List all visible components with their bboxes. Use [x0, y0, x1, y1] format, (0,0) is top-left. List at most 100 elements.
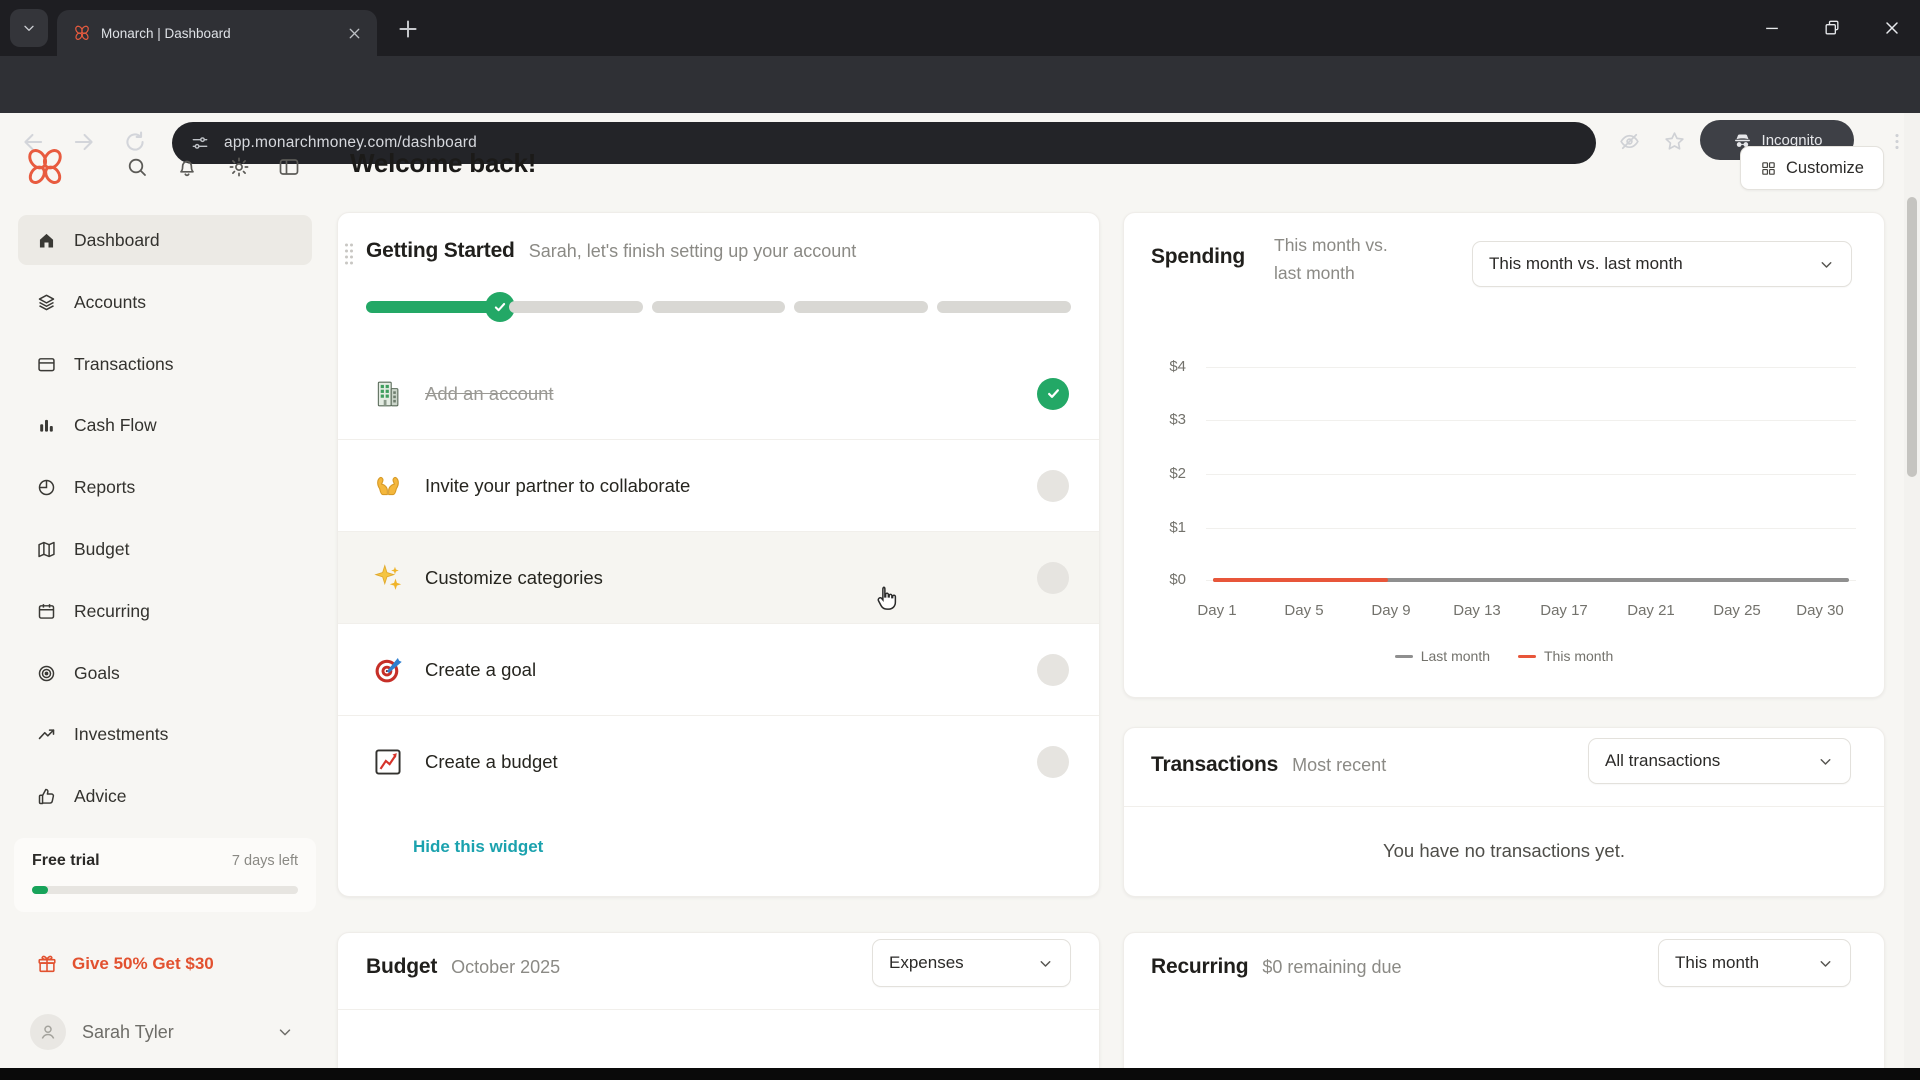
back-button[interactable] — [20, 129, 46, 155]
getting-started-title: Getting Started — [366, 239, 515, 262]
gift-icon — [36, 953, 58, 975]
sidebar-item-cash-flow[interactable]: Cash Flow — [18, 400, 312, 450]
y-axis-tick: $2 — [1169, 465, 1186, 482]
monarch-logo[interactable] — [23, 145, 67, 189]
gs-progress — [366, 292, 1071, 322]
new-tab-button[interactable] — [395, 16, 421, 42]
window-restore-button[interactable] — [1809, 10, 1855, 46]
recurring-period-dropdown[interactable]: This month — [1658, 939, 1851, 987]
customize-label: Customize — [1786, 158, 1864, 177]
chevron-down-icon — [1817, 955, 1834, 972]
transactions-filter-dropdown[interactable]: All transactions — [1588, 738, 1851, 784]
forward-button[interactable] — [71, 129, 97, 155]
scrollbar-thumb[interactable] — [1907, 197, 1917, 477]
progress-segment — [651, 301, 786, 313]
y-axis-tick: $0 — [1169, 571, 1186, 588]
grid-icon — [1760, 160, 1777, 177]
address-bar[interactable]: app.monarchmoney.com/dashboard — [172, 122, 1596, 164]
progress-segment — [937, 301, 1071, 313]
spending-title: Spending — [1151, 245, 1246, 268]
hands-icon — [373, 471, 403, 501]
incognito-icon — [1732, 130, 1753, 151]
screen-edge — [0, 1068, 1920, 1080]
reload-button[interactable] — [122, 129, 148, 155]
sidebar-item-dashboard[interactable]: Dashboard — [18, 215, 312, 265]
home-icon — [36, 230, 57, 251]
dropdown-value: This month vs. last month — [1489, 254, 1683, 273]
budget-type-dropdown[interactable]: Expenses — [872, 939, 1071, 987]
spending-chart: $4 $3 $2 $1 $0 Day 1 Day 5 Day 9 Day 13 Day 17 Day… — [1124, 343, 1884, 679]
window-close-button[interactable] — [1869, 10, 1915, 46]
budget-title: Budget — [366, 955, 438, 978]
notifications-bell-icon[interactable] — [175, 155, 199, 179]
password-hidden-icon[interactable] — [1617, 129, 1642, 154]
bookmark-star-icon[interactable] — [1662, 129, 1687, 154]
sidebar-item-label: Advice — [74, 785, 127, 806]
tab-close-icon[interactable] — [346, 25, 363, 42]
progress-segment — [366, 292, 515, 322]
chevron-down-icon — [1817, 753, 1834, 770]
sidebar-item-label: Goals — [74, 662, 120, 683]
task-radio[interactable] — [1037, 746, 1069, 778]
task-radio[interactable] — [1037, 561, 1069, 594]
sidebar-item-label: Investments — [74, 723, 169, 744]
sidebar-item-accounts[interactable]: Accounts — [18, 277, 312, 327]
goals-icon — [36, 663, 57, 684]
hide-widget-link[interactable]: Hide this widget — [413, 837, 544, 856]
referral-label: Give 50% Get $30 — [72, 954, 214, 973]
x-axis-tick: Day 17 — [1540, 602, 1588, 619]
divider — [1124, 806, 1884, 807]
user-menu[interactable]: Sarah Tyler — [14, 1008, 316, 1056]
user-name: Sarah Tyler — [82, 1021, 174, 1042]
incognito-label: Incognito — [1761, 131, 1823, 149]
sidebar-item-advice[interactable]: Advice — [18, 771, 312, 821]
task-radio[interactable] — [1037, 653, 1069, 686]
sidebar-item-budget[interactable]: Budget — [18, 524, 312, 574]
search-icon[interactable] — [125, 155, 149, 179]
drag-handle-icon[interactable] — [343, 241, 355, 267]
referral-link[interactable]: Give 50% Get $30 — [36, 948, 214, 980]
recurring-icon — [36, 601, 57, 622]
sidebar-item-transactions[interactable]: Transactions — [18, 339, 312, 389]
x-axis-tick: Day 13 — [1453, 602, 1501, 619]
sidebar-item-reports[interactable]: Reports — [18, 462, 312, 512]
sidebar-toggle-icon[interactable] — [277, 155, 301, 179]
series-line-last-month — [1213, 578, 1849, 582]
person-icon — [37, 1021, 59, 1043]
task-row-invite-your-partner-to-collaborate[interactable]: Invite your partner to collaborate — [338, 440, 1099, 532]
x-axis-tick: Day 30 — [1796, 602, 1844, 619]
sidebar-item-label: Budget — [74, 538, 130, 559]
sidebar-item-goals[interactable]: Goals — [18, 648, 312, 698]
page-scrollbar[interactable] — [1904, 113, 1920, 1068]
browser-tab[interactable]: Monarch | Dashboard — [57, 10, 377, 56]
task-complete-check-icon[interactable] — [1037, 377, 1069, 410]
sidebar-item-recurring[interactable]: Recurring — [18, 586, 312, 636]
chart-legend: Last month This month — [1124, 648, 1884, 664]
customize-button[interactable]: Customize — [1740, 146, 1884, 190]
chart-gridline — [1206, 420, 1856, 421]
target-icon — [373, 655, 403, 685]
sparkles-icon — [373, 563, 403, 593]
settings-gear-icon[interactable] — [227, 155, 251, 179]
task-row-create-a-budget[interactable]: Create a budget — [338, 716, 1099, 808]
progress-segment — [508, 301, 643, 313]
task-row-create-a-goal[interactable]: Create a goal — [338, 624, 1099, 716]
task-row-customize-categories[interactable]: Customize categories — [338, 532, 1099, 624]
trial-progress-bar — [32, 886, 298, 894]
x-axis-tick: Day 25 — [1713, 602, 1761, 619]
sidebar-item-investments[interactable]: Investments — [18, 709, 312, 759]
avatar — [30, 1014, 66, 1050]
legend-item-last-month: Last month — [1394, 648, 1490, 664]
recurring-widget: Recurring $0 remaining due This month — [1123, 932, 1885, 1080]
browser-menu-icon[interactable] — [1886, 129, 1908, 154]
task-label: Customize categories — [425, 566, 603, 588]
budget-widget: Budget October 2025 Expenses — [337, 932, 1100, 1080]
spending-period-dropdown[interactable]: This month vs. last month — [1472, 241, 1852, 287]
chevron-down-icon — [1818, 256, 1835, 273]
task-row-add-an-account[interactable]: Add an account — [338, 348, 1099, 440]
window-minimize-button[interactable] — [1749, 10, 1795, 46]
task-radio[interactable] — [1037, 469, 1069, 502]
site-info-icon[interactable] — [190, 133, 210, 153]
tab-search-button[interactable] — [10, 9, 48, 47]
spending-subtitle-line1: This month vs. — [1274, 235, 1388, 255]
